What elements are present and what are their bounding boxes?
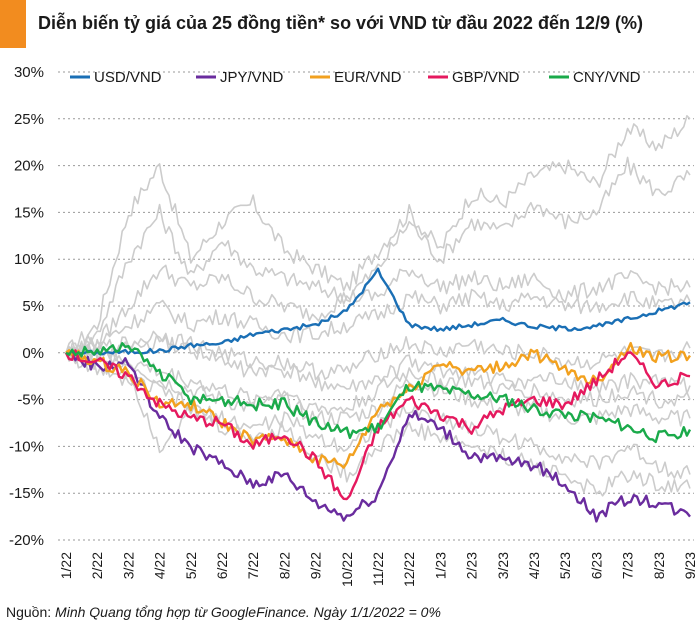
y-axis-tick-labels: 30% 25% 20% 15% 10% 5% 0% -5% -10% -15% -20%	[9, 64, 44, 549]
source-body: Minh Quang tổng hợp từ GoogleFinance. Ng…	[55, 604, 441, 620]
y-tick-label: -10%	[9, 438, 44, 455]
legend-label: USD/VND	[94, 69, 162, 86]
background-series-line	[65, 352, 691, 497]
y-tick-label: -15%	[9, 485, 44, 502]
x-tick-label: 4/22	[152, 552, 168, 579]
legend-label: JPY/VND	[220, 69, 284, 86]
background-series-line	[65, 288, 691, 359]
x-tick-label: 2/22	[89, 552, 105, 579]
x-tick-label: 9/22	[308, 552, 324, 579]
x-tick-label: 4/23	[526, 552, 542, 579]
x-tick-label: 12/22	[401, 552, 417, 587]
x-tick-label: 7/23	[620, 552, 636, 579]
y-tick-label: 15%	[14, 204, 44, 221]
series-line-usd-vnd	[65, 267, 691, 356]
x-tick-label: 9/23	[682, 552, 698, 579]
x-tick-label: 5/23	[557, 552, 573, 579]
series-line-jpy-vnd	[65, 351, 691, 523]
legend-label: GBP/VND	[452, 69, 520, 86]
title-bar: Diễn biến tỷ giá của 25 đồng tiền* so vớ…	[0, 0, 700, 48]
background-series-line	[65, 349, 691, 479]
y-tick-label: -20%	[9, 532, 44, 549]
y-tick-label: 0%	[22, 345, 44, 362]
background-series-line	[65, 115, 691, 354]
source-note: Nguồn: Minh Quang tổng hợp từ GoogleFina…	[6, 604, 441, 620]
background-series-line	[65, 264, 691, 356]
x-tick-label: 1/23	[432, 552, 448, 579]
x-tick-label: 1/22	[58, 552, 74, 579]
x-tick-label: 6/23	[588, 552, 604, 579]
x-tick-label: 8/23	[651, 552, 667, 579]
line-chart: 30% 25% 20% 15% 10% 5% 0% -5% -10% -15% -20% 1/22 2…	[9, 64, 698, 587]
series-line-eur-vnd	[65, 341, 691, 469]
legend-label: CNY/VND	[573, 69, 641, 86]
y-tick-label: 25%	[14, 111, 44, 128]
background-series-line	[65, 347, 691, 416]
x-tick-label: 6/22	[214, 552, 230, 579]
background-series-line	[65, 156, 691, 358]
source-lead: Nguồn:	[6, 604, 56, 620]
y-tick-label: -5%	[17, 392, 44, 409]
highlighted-series-group	[64, 267, 692, 523]
legend-label: EUR/VND	[334, 69, 402, 86]
x-tick-label: 2/23	[464, 552, 480, 579]
x-tick-label: 11/22	[370, 552, 386, 586]
chart-title: Diễn biến tỷ giá của 25 đồng tiền* so vớ…	[38, 13, 643, 33]
series-line-gbp-vnd	[64, 349, 691, 501]
x-tick-label: 7/22	[245, 552, 261, 579]
y-tick-label: 20%	[14, 158, 44, 175]
y-tick-label: 10%	[14, 251, 44, 268]
legend: USD/VND JPY/VND EUR/VND GBP/VND CNY/VND	[70, 69, 641, 86]
background-series-group	[65, 115, 691, 497]
y-tick-label: 30%	[14, 64, 44, 81]
x-tick-label: 3/23	[495, 552, 511, 579]
title-accent-bar	[0, 0, 26, 48]
x-tick-label: 10/22	[339, 552, 355, 587]
x-tick-label: 8/22	[276, 552, 292, 579]
x-tick-label: 3/22	[120, 552, 136, 579]
series-line-cny-vnd	[65, 342, 692, 444]
x-tick-label: 5/22	[183, 552, 199, 579]
y-tick-label: 5%	[22, 298, 44, 315]
x-axis-tick-labels: 1/22 2/22 3/22 4/22 5/22 6/22 7/22 8/22 9/22 10/2…	[58, 552, 698, 587]
